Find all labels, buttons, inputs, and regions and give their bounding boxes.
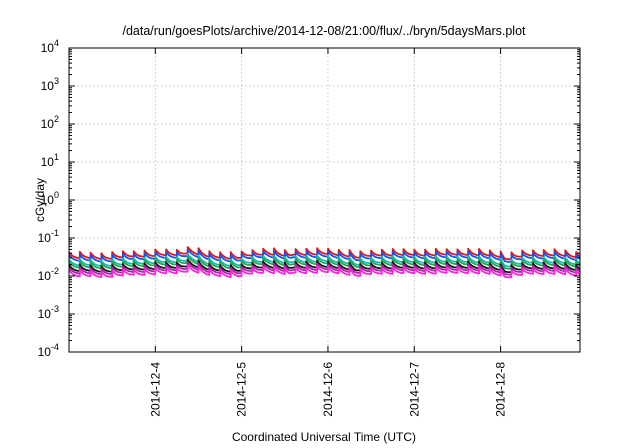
series-line-6 [68, 264, 581, 279]
chart-title: /data/run/goesPlots/archive/2014-12-08/2… [122, 24, 526, 38]
axes: 104 103 102 101 100 10-1 10-2 10-3 10-4 2014-12-4… [38, 38, 580, 417]
y-tick-label: 104 [41, 38, 59, 55]
y-tick-label: 100 [41, 190, 59, 207]
y-tick-label: 103 [41, 76, 59, 93]
series-line-0 [68, 246, 581, 261]
y-tick-label: 102 [41, 114, 59, 131]
y-tick-label: 10-1 [38, 228, 59, 245]
data-series [68, 246, 581, 279]
x-tick-label: 2014-12-4 [148, 362, 162, 417]
x-tick-label: 2014-12-7 [407, 362, 421, 417]
y-axis-label: cGy/day [33, 178, 47, 222]
y-tick-label: 10-4 [38, 342, 59, 359]
y-tick-label: 10-2 [38, 266, 59, 283]
x-tick-label: 2014-12-8 [494, 362, 508, 417]
x-axis-label: Coordinated Universal Time (UTC) [232, 430, 416, 444]
y-tick-label: 101 [41, 152, 59, 169]
x-tick-label: 2014-12-6 [321, 362, 335, 417]
grid [69, 48, 580, 352]
y-tick-label: 10-3 [38, 304, 59, 321]
x-tick-label: 2014-12-5 [235, 362, 249, 417]
